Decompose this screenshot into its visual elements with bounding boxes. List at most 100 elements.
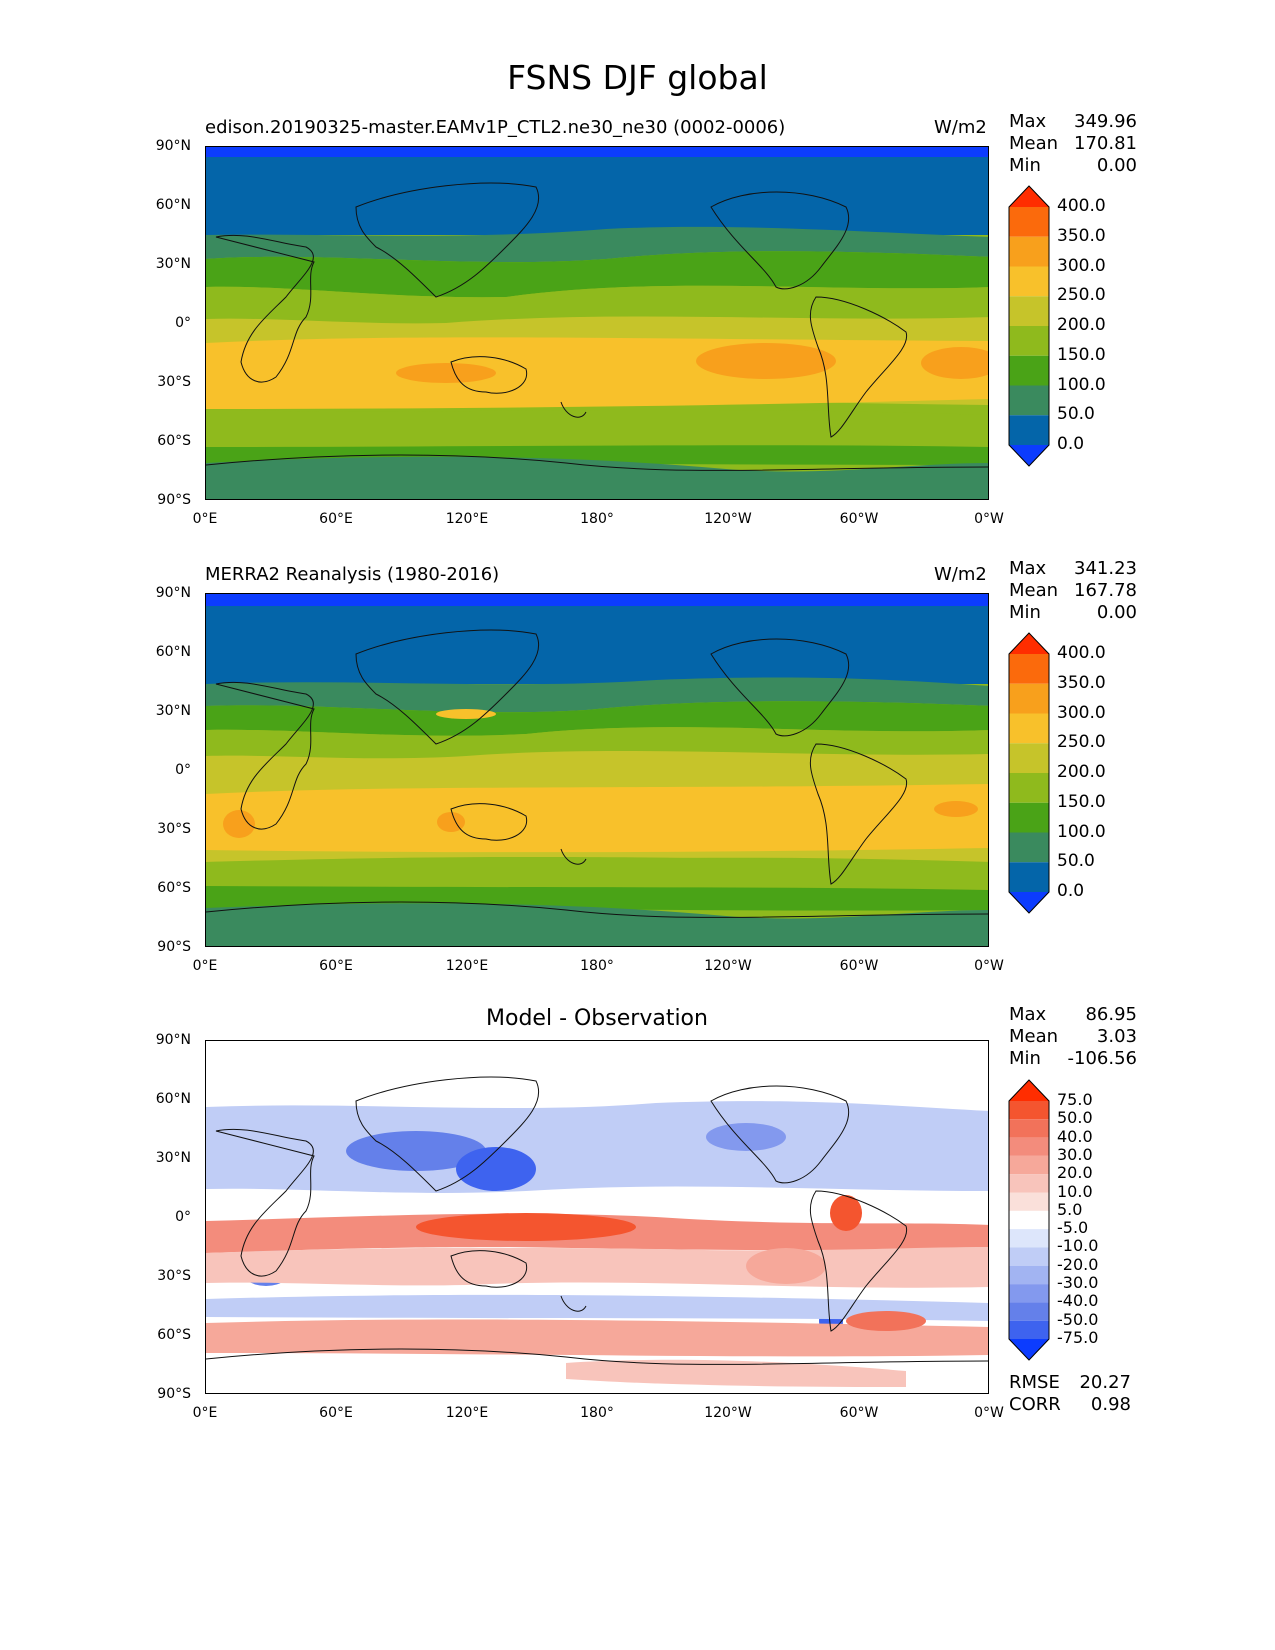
colorbar-label: 250.0 (1057, 732, 1106, 753)
stat-max-label: Max (1009, 558, 1047, 579)
colorbar-swatch (1009, 296, 1049, 326)
x-tick-label: 180° (580, 1405, 614, 1421)
y-tick-label: 90°S (157, 939, 191, 955)
panel-2-stats: Max 341.23 Mean 167.78 Min 0.00 (1009, 558, 1137, 624)
colorbar-swatch (1009, 1155, 1049, 1175)
y-tick-label: 90°N (155, 585, 191, 601)
colorbar-swatch (1009, 1302, 1049, 1321)
colorbar-swatch (1009, 1284, 1049, 1303)
colorbar-label: 350.0 (1057, 672, 1106, 693)
y-tick-label: 90°S (157, 1386, 191, 1402)
x-tick-label: 0°W (974, 511, 1004, 527)
y-tick-label: 30°N (155, 1150, 191, 1166)
colorbar-swatch (1009, 892, 1049, 913)
field-band (206, 606, 988, 684)
positive-region (830, 1195, 862, 1231)
field-band (206, 157, 988, 235)
field-max-region (437, 812, 465, 832)
field-max-region (696, 343, 836, 379)
x-tick-label: 180° (580, 511, 614, 527)
negative-region (456, 1147, 536, 1191)
y-tick-label: 30°S (157, 374, 191, 390)
colorbar-swatch (1009, 1247, 1049, 1266)
y-tick-label: 90°N (155, 138, 191, 154)
colorbar-label: 100.0 (1057, 374, 1106, 395)
colorbar-label: 200.0 (1057, 762, 1106, 782)
stat-mean-label: Mean (1009, 1026, 1059, 1047)
colorbar-swatch (1009, 683, 1049, 714)
colorbar-label: 50.0 (1057, 851, 1095, 872)
x-tick-label: 60°W (839, 958, 879, 974)
panel-3-metrics: RMSE 20.27 CORR 0.98 (1009, 1372, 1131, 1416)
field-band (206, 903, 988, 946)
colorbar-label: 5.0 (1057, 1199, 1083, 1219)
colorbar-swatch (1009, 1265, 1049, 1285)
corr-label: CORR (1009, 1394, 1061, 1415)
panel-1-units: W/m2 (934, 117, 987, 138)
stat-mean-label: Mean (1009, 580, 1059, 601)
stat-max-value: 341.23 (1074, 558, 1137, 579)
x-tick-label: 120°W (704, 1405, 752, 1421)
stat-mean-value: 167.78 (1074, 580, 1137, 601)
x-tick-label: 0°E (192, 1405, 218, 1421)
field-max-region (223, 810, 255, 838)
stat-min-label: Min (1009, 155, 1041, 176)
colorbar-label: 250.0 (1057, 285, 1106, 306)
colorbar-swatch (1009, 236, 1049, 267)
colorbar-swatch (1009, 802, 1049, 833)
panel-1-field (206, 147, 988, 499)
colorbar-swatch (1009, 1210, 1049, 1230)
colorbar-outline (1008, 1079, 1050, 1361)
stat-min-label: Min (1009, 602, 1041, 623)
stat-mean-value: 170.81 (1074, 133, 1137, 154)
y-tick-label: 90°N (155, 1032, 191, 1048)
y-tick-label: 0° (175, 315, 191, 331)
coastlines (206, 1076, 988, 1365)
panel-3-stats: Max 86.95 Mean 3.03 Min -106.56 (1009, 1004, 1137, 1070)
colorbar-outline (1008, 632, 1050, 914)
colorbar-label: -50.0 (1057, 1309, 1099, 1329)
x-tick-label: 60°W (839, 511, 879, 527)
colorbar-label: 0.0 (1057, 881, 1085, 901)
colorbar-label: 75.0 (1057, 1090, 1093, 1109)
colorbar-label: -30.0 (1057, 1273, 1099, 1293)
colorbar-label: 200.0 (1057, 315, 1106, 335)
panel-3-colorbar (1008, 1079, 1050, 1361)
colorbar-label: -75.0 (1057, 1328, 1099, 1347)
colorbar-label: 30.0 (1057, 1144, 1093, 1164)
x-tick-label: 60°E (319, 1405, 353, 1421)
panel-1-stats: Max 349.96 Mean 170.81 Min 0.00 (1009, 111, 1137, 177)
y-tick-label: 30°S (157, 821, 191, 837)
colorbar-swatch (1009, 633, 1049, 654)
y-tick-label: 60°S (157, 880, 191, 896)
positive-region (846, 1311, 926, 1331)
stat-min-label: Min (1009, 1048, 1041, 1069)
colorbar-swatch (1009, 1174, 1049, 1193)
field-band (206, 285, 988, 324)
positive-region (746, 1248, 826, 1284)
colorbar-label: 300.0 (1057, 255, 1106, 276)
colorbar-label: -20.0 (1057, 1254, 1099, 1274)
panel-2-colorbar (1008, 632, 1050, 914)
x-tick-label: 60°E (319, 511, 353, 527)
field-band (206, 147, 988, 157)
positive-region (206, 1319, 988, 1357)
colorbar-swatch (1009, 1080, 1049, 1101)
field-band (206, 857, 988, 890)
colorbar-swatch (1009, 355, 1049, 386)
colorbar-label: 50.0 (1057, 404, 1095, 425)
field-band (206, 409, 988, 447)
y-tick-label: 30°N (155, 703, 191, 719)
field-max-region (396, 363, 496, 383)
colorbar-label: 150.0 (1057, 344, 1106, 365)
x-tick-label: 0°W (974, 1405, 1004, 1421)
x-tick-label: 120°E (445, 511, 489, 527)
colorbar-label: 400.0 (1057, 643, 1106, 663)
colorbar-swatch (1009, 385, 1049, 416)
x-tick-label: 0°E (192, 958, 218, 974)
stat-min-value: 0.00 (1096, 602, 1137, 623)
colorbar-label: 0.0 (1057, 434, 1085, 454)
x-tick-label: 120°W (704, 511, 752, 527)
field-band (206, 784, 988, 853)
y-tick-label: 60°S (157, 433, 191, 449)
